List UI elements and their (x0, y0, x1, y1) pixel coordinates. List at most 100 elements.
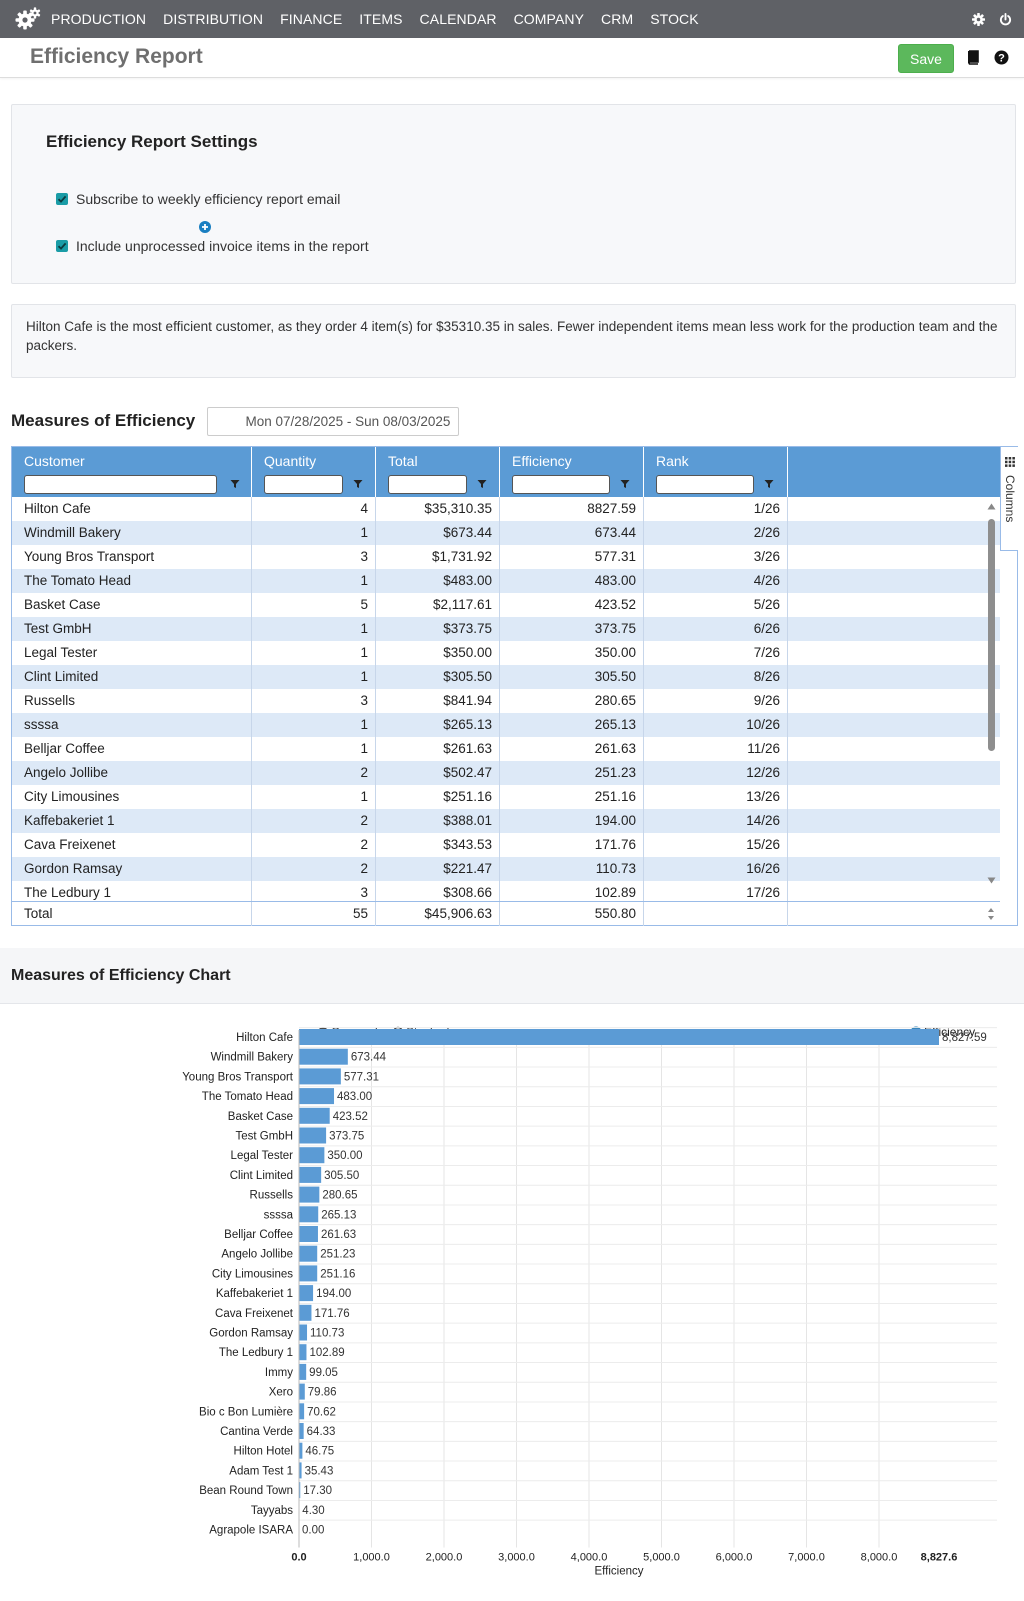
column-customer[interactable]: Customer (12, 447, 252, 497)
scrollbar-thumb[interactable] (988, 519, 995, 751)
chart-bar[interactable] (299, 1403, 305, 1420)
chart-bar[interactable] (299, 1324, 308, 1341)
chart-bar[interactable] (299, 1245, 318, 1262)
book-icon[interactable] (966, 50, 980, 65)
nav-crm[interactable]: CRM (601, 11, 634, 27)
table-row[interactable]: Kaffebakeriet 1 2 $388.01 194.00 14/26 (12, 809, 1000, 833)
chart-bar[interactable] (299, 1186, 320, 1203)
chart-bar[interactable] (299, 1383, 305, 1400)
table-row[interactable]: Gordon Ramsay 2 $221.47 110.73 16/26 (12, 857, 1000, 881)
save-button[interactable]: Save (898, 44, 954, 73)
chart-bar[interactable] (299, 1344, 307, 1361)
grid-scrollbar[interactable] (984, 497, 998, 901)
filter-icon[interactable] (477, 479, 487, 489)
chart-bar[interactable] (299, 1265, 318, 1282)
table-row[interactable]: Hilton Cafe 4 $35,310.35 8827.59 1/26 (12, 497, 1000, 521)
table-row[interactable]: Clint Limited 1 $305.50 305.50 8/26 (12, 665, 1000, 689)
value-label: 673.44 (351, 1052, 387, 1064)
svg-text:?: ? (998, 52, 1005, 64)
subscribe-checkbox[interactable] (56, 193, 68, 205)
value-label: 483.00 (337, 1091, 372, 1103)
category-label: Young Bros Transport (182, 1071, 294, 1083)
rank-filter-input[interactable] (656, 475, 754, 494)
category-label: The Tomato Head (202, 1091, 293, 1103)
gears-logo-icon[interactable] (15, 6, 41, 32)
table-row[interactable]: Russells 3 $841.94 280.65 9/26 (12, 689, 1000, 713)
scroll-down-icon[interactable] (987, 877, 996, 884)
table-row[interactable]: Windmill Bakery 1 $673.44 673.44 2/26 (12, 521, 1000, 545)
efficiency-filter-input[interactable] (512, 475, 610, 494)
value-label: 35.43 (305, 1465, 334, 1477)
table-row[interactable]: Test GmbH 1 $373.75 373.75 6/26 (12, 617, 1000, 641)
cell-customer: Hilton Cafe (12, 497, 252, 521)
table-row[interactable]: ssssa 1 $265.13 265.13 10/26 (12, 713, 1000, 737)
cell-rank: 12/26 (644, 761, 788, 785)
chart-bar[interactable] (299, 1462, 302, 1479)
plus-circle-icon[interactable] (199, 221, 211, 233)
nav-items[interactable]: ITEMS (359, 11, 403, 27)
filter-icon[interactable] (620, 479, 630, 489)
value-label: 110.73 (310, 1328, 344, 1340)
cell-total: $483.00 (376, 569, 500, 593)
customer-filter-input[interactable] (24, 475, 217, 494)
table-row[interactable]: Basket Case 5 $2,117.61 423.52 5/26 (12, 593, 1000, 617)
table-row[interactable]: City Limousines 1 $251.16 251.16 13/26 (12, 785, 1000, 809)
filter-icon[interactable] (230, 479, 240, 489)
nav-company[interactable]: COMPANY (513, 11, 585, 27)
column-rank[interactable]: Rank (644, 447, 788, 497)
include-row: Include unprocessed invoice items in the… (56, 238, 369, 254)
table-row[interactable]: Angelo Jollibe 2 $502.47 251.23 12/26 (12, 761, 1000, 785)
total-filter-input[interactable] (388, 475, 467, 494)
cell-efficiency: 171.76 (500, 833, 644, 857)
column-total[interactable]: Total (376, 447, 500, 497)
filter-icon[interactable] (764, 479, 774, 489)
chart-bar[interactable] (299, 1127, 327, 1144)
cell-total: $373.75 (376, 617, 500, 641)
table-row[interactable]: Belljar Coffee 1 $261.63 261.63 11/26 (12, 737, 1000, 761)
nav-distribution[interactable]: DISTRIBUTION (163, 11, 264, 27)
power-icon[interactable] (999, 12, 1012, 26)
subscribe-label[interactable]: Subscribe to weekly efficiency report em… (76, 191, 341, 207)
chart-bar[interactable] (299, 1304, 312, 1321)
value-label: 8,827.59 (942, 1032, 987, 1044)
chart-bar[interactable] (299, 1147, 325, 1164)
quantity-filter-input[interactable] (264, 475, 343, 494)
gear-icon[interactable] (972, 12, 985, 26)
chart-bar[interactable] (299, 1363, 307, 1380)
column-quantity[interactable]: Quantity (252, 447, 376, 497)
cell-rank: 8/26 (644, 665, 788, 689)
cell-quantity: 1 (252, 617, 376, 641)
column-efficiency[interactable]: Efficiency (500, 447, 644, 497)
table-row[interactable]: Legal Tester 1 $350.00 350.00 7/26 (12, 641, 1000, 665)
chart-bar[interactable] (299, 1088, 335, 1105)
chart-bar[interactable] (299, 1107, 330, 1124)
table-row[interactable]: Cava Freixenet 2 $343.53 171.76 15/26 (12, 833, 1000, 857)
columns-tool-tab[interactable]: Columns (1000, 447, 1018, 551)
nav-finance[interactable]: FINANCE (280, 11, 343, 27)
date-range-picker[interactable]: Mon 07/28/2025 - Sun 08/03/2025 (207, 407, 459, 436)
cell-total: $502.47 (376, 761, 500, 785)
chart-bar[interactable] (299, 1226, 318, 1242)
help-icon[interactable]: ? (994, 50, 1009, 65)
table-row[interactable]: The Ledbury 1 3 $308.66 102.89 17/26 (12, 881, 1000, 901)
filter-icon[interactable] (353, 479, 363, 489)
chart-bar[interactable] (299, 1423, 304, 1439)
chart-bar[interactable] (299, 1068, 341, 1085)
total-scroll-icon[interactable] (987, 906, 995, 922)
nav-production[interactable]: PRODUCTION (51, 11, 147, 27)
cell-customer: Gordon Ramsay (12, 857, 252, 881)
chart-bar[interactable] (299, 1048, 348, 1065)
chart-bar[interactable] (299, 1029, 939, 1045)
chart-bar[interactable] (299, 1442, 303, 1459)
table-row[interactable]: The Tomato Head 1 $483.00 483.00 4/26 (12, 569, 1000, 593)
chart-bar[interactable] (299, 1285, 314, 1302)
include-label[interactable]: Include unprocessed invoice items in the… (76, 238, 369, 254)
chart-bar[interactable] (299, 1166, 322, 1183)
table-row[interactable]: Young Bros Transport 3 $1,731.92 577.31 3/26 (12, 545, 1000, 569)
chart-bar[interactable] (299, 1206, 319, 1223)
nav-stock[interactable]: STOCK (650, 11, 699, 27)
nav-calendar[interactable]: CALENDAR (419, 11, 497, 27)
chart-bar[interactable] (299, 1482, 301, 1499)
include-checkbox[interactable] (56, 240, 68, 252)
scroll-up-icon[interactable] (987, 503, 996, 510)
